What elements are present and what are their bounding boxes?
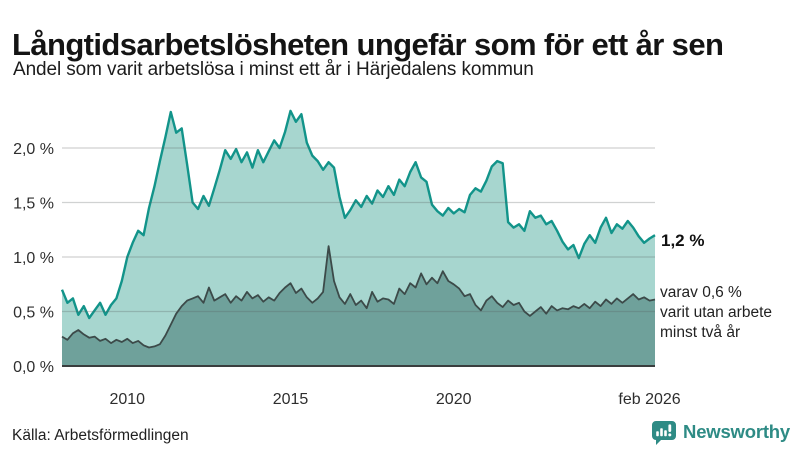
newsworthy-wordmark: Newsworthy [683, 421, 790, 442]
newsworthy-icon [652, 420, 677, 445]
source-note: Källa: Arbetsförmedlingen [12, 427, 189, 444]
y-tick-label: 2,0 % [13, 141, 54, 158]
annotation-line-1: varav 0,6 % [660, 284, 742, 301]
x-tick-label: feb 2026 [618, 391, 680, 408]
page-title: Långtidsarbetslösheten ungefär som för e… [12, 26, 724, 62]
x-tick-label: 2020 [436, 391, 472, 408]
annotation-line-2: varit utan arbete [660, 304, 773, 321]
y-tick-label: 1,0 % [13, 250, 54, 267]
area-outline-series-1 [60, 109, 656, 320]
chart-subtitle: Andel som varit arbetslösa i minst ett å… [13, 59, 534, 80]
y-tick-label: 0,5 % [13, 305, 54, 322]
area-outline-series-2 [61, 245, 656, 349]
lower-series-annotation: varav 0,6 % varit utan arbete minst två … [660, 283, 772, 343]
newsworthy-logo: Newsworthy [651, 417, 790, 447]
area-fill-series-2 [62, 246, 655, 366]
x-tick-label: 2010 [109, 391, 145, 408]
y-tick-label: 1,5 % [13, 196, 54, 213]
annotation-line-3: minst två år [660, 324, 741, 341]
x-tick-label: 2015 [273, 391, 309, 408]
y-tick-label: 0,0 % [13, 359, 54, 376]
latest-value-label: 1,2 % [661, 231, 705, 250]
